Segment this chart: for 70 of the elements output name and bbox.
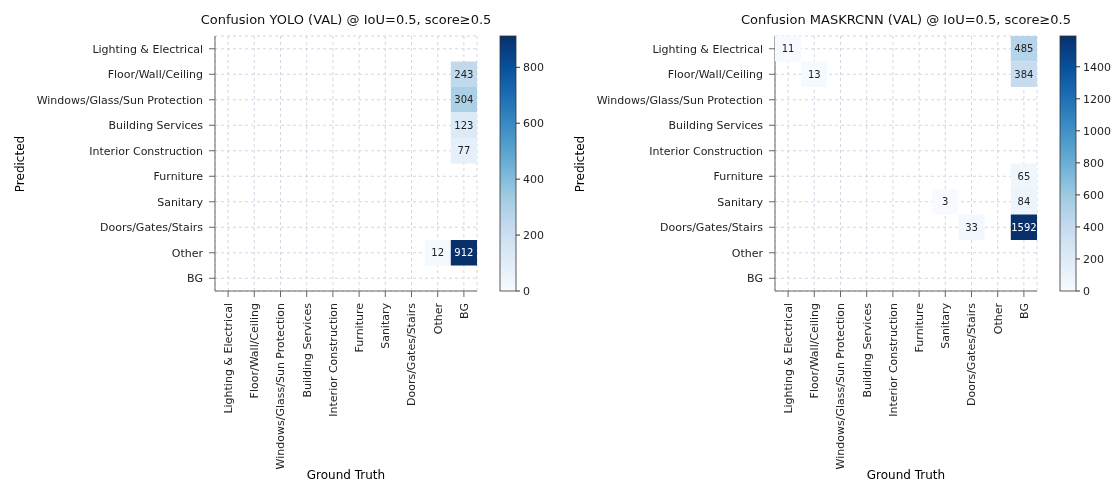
- y-tick-label: Furniture: [713, 170, 764, 184]
- y-axis-title: Predicted: [573, 135, 587, 192]
- data-label: 11: [781, 43, 795, 55]
- y-tick-label: Windows/Glass/Sun Protection: [36, 93, 204, 107]
- data-label: 3: [942, 196, 949, 208]
- color-bar-label: 800: [523, 61, 544, 75]
- data-label: 384: [1014, 68, 1034, 80]
- data-label: 84: [1017, 196, 1031, 208]
- y-tick-label: Other: [171, 246, 204, 260]
- color-bar-label: 600: [523, 117, 544, 131]
- chart-title: Confusion YOLO (VAL) @ IoU=0.5, score≥0.5: [199, 12, 493, 27]
- y-tick-label: Interior Construction: [89, 144, 204, 158]
- color-bar-label: 1400: [1083, 60, 1111, 74]
- x-tick-label: Sanitary: [939, 302, 953, 349]
- color-bar-label: 400: [523, 173, 544, 187]
- color-bar-label: 800: [1083, 156, 1104, 170]
- x-tick-label: Interior Construction: [886, 302, 900, 417]
- y-tick-label: Floor/Wall/Ceiling: [107, 68, 203, 82]
- y-tick-label: Furniture: [153, 170, 204, 184]
- x-axis-title: Ground Truth: [865, 468, 947, 482]
- y-tick-label: Windows/Glass/Sun Protection: [596, 93, 764, 107]
- color-bar-label: 0: [1083, 284, 1090, 298]
- data-label: 65: [1017, 170, 1031, 182]
- color-bar-label: 200: [523, 228, 544, 242]
- y-tick-label: Sanitary: [157, 195, 204, 209]
- x-tick-label: Other: [991, 302, 1005, 335]
- data-label: 485: [1014, 43, 1034, 55]
- x-tick-label: BG: [457, 303, 471, 319]
- chart-title: Confusion MASKRCNN (VAL) @ IoU=0.5, score≥0.5: [740, 12, 1072, 27]
- color-bar-label: 0: [523, 284, 530, 298]
- x-tick-label: Sanitary: [379, 302, 393, 349]
- y-tick-label: Doors/Gates/Stairs: [659, 221, 764, 235]
- color-bar-label: 1200: [1083, 92, 1111, 106]
- y-tick-label: Lighting & Electrical: [92, 42, 203, 56]
- data-label: 33: [965, 221, 978, 233]
- y-tick-label: Other: [731, 246, 764, 260]
- y-tick-label: BG: [747, 272, 763, 286]
- color-bar-label: 400: [1083, 220, 1104, 234]
- color-bar-label: 1000: [1083, 124, 1111, 138]
- x-tick-label: Furniture: [912, 302, 926, 353]
- data-label: 77: [457, 145, 471, 157]
- y-tick-label: Sanitary: [717, 195, 764, 209]
- x-tick-label: Interior Construction: [326, 302, 340, 417]
- data-label: 13: [807, 68, 821, 80]
- x-tick-label: BG: [1017, 303, 1031, 319]
- data-label: 912: [454, 247, 474, 259]
- y-tick-label: BG: [187, 272, 203, 286]
- x-tick-label: Furniture: [352, 302, 366, 353]
- color-bar-label: 600: [1083, 188, 1104, 202]
- y-tick-label: Lighting & Electrical: [652, 42, 763, 56]
- data-label: 12: [431, 247, 445, 259]
- x-tick-label: Building Services: [860, 302, 874, 398]
- y-tick-label: Interior Construction: [649, 144, 764, 158]
- x-tick-label: Other: [431, 302, 445, 335]
- y-tick-label: Building Services: [108, 119, 204, 133]
- x-tick-label: Doors/Gates/Stairs: [965, 302, 979, 407]
- x-tick-label: Floor/Wall/Ceiling: [248, 303, 262, 399]
- y-tick-label: Floor/Wall/Ceiling: [667, 68, 763, 82]
- color-bar-label: 200: [1083, 252, 1104, 266]
- y-tick-label: Building Services: [668, 119, 764, 133]
- y-axis-title: Predicted: [13, 135, 27, 192]
- data-label: 1592: [1011, 221, 1037, 233]
- y-tick-label: Doors/Gates/Stairs: [99, 221, 204, 235]
- data-label: 304: [454, 94, 474, 106]
- x-axis-title: Ground Truth: [305, 468, 387, 482]
- x-tick-label: Floor/Wall/Ceiling: [808, 303, 822, 399]
- data-label: 243: [454, 68, 474, 80]
- data-label: 123: [454, 119, 474, 131]
- x-tick-label: Building Services: [300, 302, 314, 398]
- x-tick-label: Doors/Gates/Stairs: [405, 302, 419, 407]
